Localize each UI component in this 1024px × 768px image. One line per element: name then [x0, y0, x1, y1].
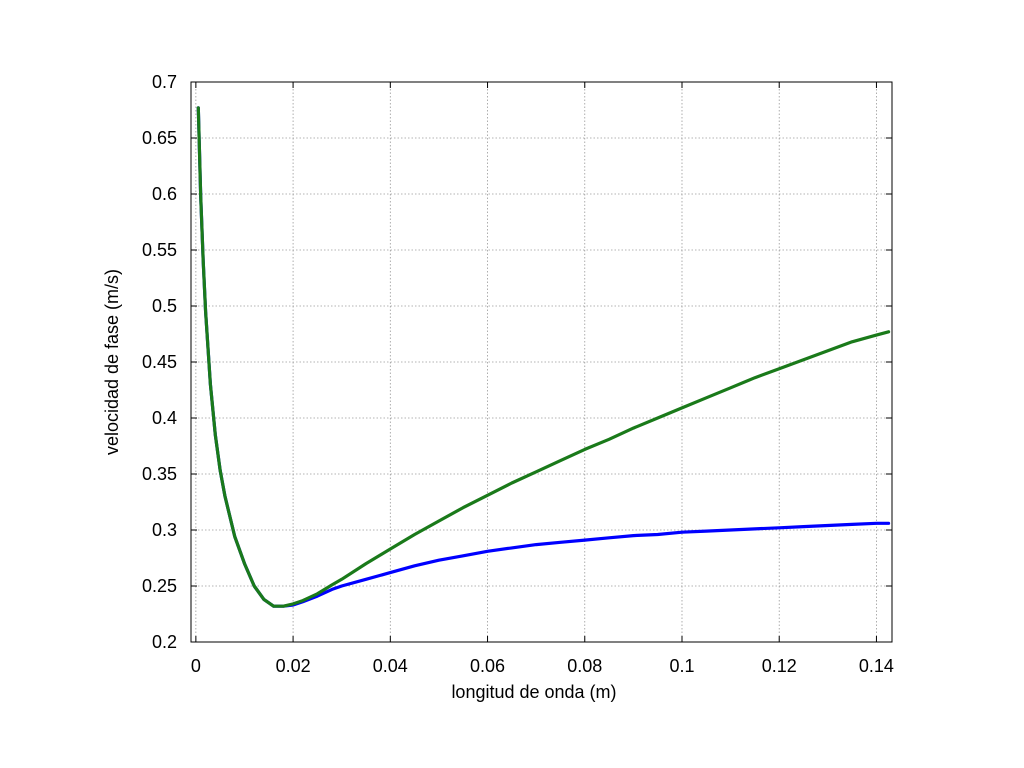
y-axis-label: velocidad de fase (m/s) [102, 269, 122, 455]
x-tick-label: 0.06 [470, 656, 505, 676]
y-tick-label: 0.7 [152, 72, 177, 92]
series-group [196, 106, 891, 608]
x-tick-label: 0.04 [373, 656, 408, 676]
y-tick-label: 0.4 [152, 408, 177, 428]
y-tick-label: 0.65 [142, 128, 177, 148]
grid [191, 81, 892, 643]
x-tick-label: 0 [191, 656, 201, 676]
y-tick-label: 0.25 [142, 576, 177, 596]
series-line-2 [196, 106, 891, 608]
y-tick-label: 0.3 [152, 520, 177, 540]
y-tick-labels: 0.2 0.25 0.3 0.35 0.4 0.45 0.5 0.55 0.6 0.65 0.7 [142, 72, 177, 652]
x-tick-labels: 0 0.02 0.04 0.06 0.08 0.1 0.12 0.14 [191, 656, 894, 676]
x-tick-label: 0.08 [567, 656, 602, 676]
y-tick-label: 0.5 [152, 296, 177, 316]
y-tick-label: 0.55 [142, 240, 177, 260]
x-tick-label: 0.12 [762, 656, 797, 676]
x-axis-label: longitud de onda (m) [451, 682, 616, 702]
y-tick-label: 0.6 [152, 184, 177, 204]
x-tick-label: 0.02 [276, 656, 311, 676]
y-tick-label: 0.45 [142, 352, 177, 372]
ticks [191, 81, 892, 643]
y-tick-label: 0.35 [142, 464, 177, 484]
x-tick-label: 0.14 [859, 656, 894, 676]
y-tick-label: 0.2 [152, 632, 177, 652]
x-tick-label: 0.1 [669, 656, 694, 676]
